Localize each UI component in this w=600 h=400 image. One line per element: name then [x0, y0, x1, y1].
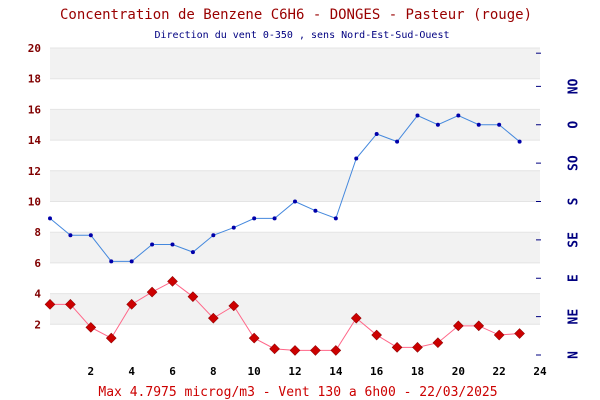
benzene-point	[187, 291, 199, 302]
wind-point	[190, 250, 195, 255]
benzene-point	[228, 300, 240, 312]
wind-point	[517, 139, 522, 144]
x-tick-label: 12	[288, 365, 301, 378]
wind-point	[231, 225, 236, 230]
wind-point	[476, 122, 481, 127]
wind-point	[333, 216, 338, 221]
benzene-point	[514, 328, 525, 339]
wind-point	[313, 208, 318, 213]
right-axis-label: S	[567, 197, 582, 205]
y-tick-label: 8	[34, 226, 41, 239]
right-axis-label: SO	[567, 155, 582, 171]
wind-point	[88, 233, 93, 238]
benzene-point	[44, 299, 56, 310]
wind-point	[252, 216, 257, 221]
x-tick-label: 24	[533, 365, 547, 378]
chart-subtitle: Direction du vent 0-350 , sens Nord-Est-…	[154, 30, 449, 41]
chart-footer: Max 4.7975 microg/m3 - Vent 130 a 6h00 -…	[98, 385, 497, 400]
wind-point	[150, 242, 155, 247]
x-tick-label: 2	[88, 365, 95, 378]
right-axis-label: NO	[567, 78, 582, 94]
wind-point	[415, 113, 420, 118]
benzene-point	[391, 342, 403, 353]
x-tick-label: 4	[128, 365, 135, 378]
grid-band	[50, 293, 540, 325]
benzene-point	[85, 322, 97, 333]
x-tick-label: 20	[452, 365, 465, 378]
benzene-point	[105, 332, 117, 344]
wind-point	[374, 131, 379, 136]
grid-band	[50, 170, 540, 202]
wind-line	[49, 114, 520, 262]
grid-band	[50, 232, 540, 263]
y-tick-label: 4	[34, 288, 41, 301]
benzene-point	[350, 312, 362, 324]
benzene-point	[126, 299, 137, 310]
wind-point	[456, 113, 461, 118]
benzene-point	[371, 329, 382, 341]
y-tick-label: 14	[28, 134, 42, 147]
y-tick-label: 10	[28, 196, 41, 209]
wind-point	[211, 233, 216, 238]
wind-point	[272, 216, 277, 221]
grid-band	[50, 48, 540, 79]
benzene-point	[146, 286, 158, 298]
benzene-point	[330, 345, 342, 356]
benzene-line	[50, 280, 520, 351]
benzene-point	[453, 320, 464, 332]
benzene-point	[269, 343, 280, 355]
grid-band	[50, 109, 540, 141]
wind-point	[48, 216, 52, 221]
benzene-point	[248, 332, 260, 344]
right-axis-label: E	[567, 274, 582, 282]
y-tick-label: 2	[34, 318, 41, 331]
benzene-point	[412, 342, 423, 353]
wind-point	[354, 156, 359, 161]
wind-point	[395, 139, 400, 144]
x-tick-label: 6	[169, 365, 176, 378]
y-tick-label: 20	[28, 42, 41, 55]
x-tick-label: 14	[329, 365, 343, 378]
wind-point	[68, 233, 73, 238]
wind-point	[293, 199, 297, 204]
x-tick-label: 18	[411, 365, 424, 378]
wind-point	[109, 259, 114, 264]
x-tick-label: 22	[493, 365, 506, 378]
x-tick-label: 8	[210, 365, 217, 378]
benzene-point	[167, 276, 178, 287]
benzene-point	[289, 345, 301, 356]
x-tick-label: 16	[370, 365, 384, 378]
wind-point	[435, 122, 440, 127]
wind-point	[497, 122, 502, 127]
benzene-point	[310, 345, 321, 356]
y-tick-label: 6	[34, 257, 41, 270]
benzene-point	[473, 320, 485, 332]
y-tick-label: 18	[28, 73, 41, 86]
wind-point	[170, 242, 175, 247]
right-axis-label: NE	[567, 309, 582, 325]
x-tick-label: 10	[248, 365, 261, 378]
right-axis-label: N	[567, 351, 582, 359]
right-axis-label: SE	[567, 232, 582, 248]
benzene-point	[208, 312, 219, 324]
chart-title: Concentration de Benzene C6H6 - DONGES -…	[60, 7, 532, 23]
right-axis-label: O	[567, 121, 582, 129]
y-tick-label: 12	[28, 165, 41, 178]
y-tick-label: 16	[28, 103, 42, 116]
benzene-point	[65, 299, 76, 310]
benzene-point	[432, 337, 444, 349]
benzene-point	[493, 329, 505, 341]
wind-point	[129, 259, 134, 264]
